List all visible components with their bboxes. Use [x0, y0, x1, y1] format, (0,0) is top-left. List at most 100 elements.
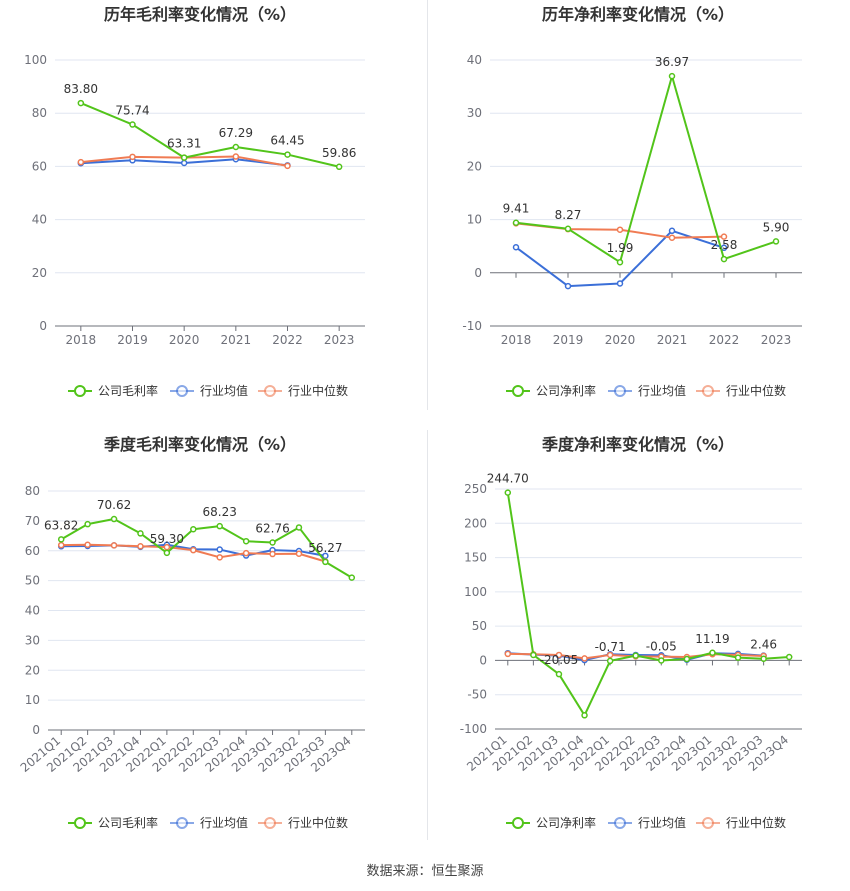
legend-item[interactable]: 行业均值: [608, 815, 686, 830]
legend-marker: [176, 817, 188, 829]
data-point: [190, 525, 197, 533]
series-line: [515, 229, 725, 288]
legend-label: 公司毛利率: [98, 383, 158, 398]
series-line: [60, 518, 353, 579]
x-tick-label: 2019: [117, 333, 148, 347]
data-label: 8.27: [555, 208, 582, 222]
legend-item[interactable]: 公司毛利率: [68, 383, 158, 398]
x-tick-label: 2023: [324, 333, 355, 347]
legend-label: 公司毛利率: [98, 815, 158, 830]
data-label: -0.05: [646, 639, 677, 653]
data-point: [720, 233, 728, 240]
data-point: [137, 543, 144, 550]
data-label: 83.80: [64, 82, 98, 96]
legend-item[interactable]: 公司净利率: [506, 383, 596, 398]
data-label: 68.23: [203, 505, 237, 519]
data-point: [57, 541, 65, 549]
legend-item[interactable]: 行业中位数: [258, 383, 348, 398]
y-tick-label: 40: [32, 213, 47, 227]
legend-label: 行业均值: [200, 815, 248, 830]
data-point: [110, 515, 118, 523]
data-point: [668, 234, 676, 241]
x-tick-label: 2019: [553, 333, 584, 347]
legend-label: 公司净利率: [536, 383, 596, 398]
data-point: [180, 159, 188, 167]
quarterly-net-margin-chart: 季度净利率变化情况（%）-100-500501001502002502021Q1…: [460, 435, 802, 830]
legend-label: 行业中位数: [288, 383, 348, 398]
y-tick-label: 100: [464, 585, 487, 599]
x-tick-label: 2020: [605, 333, 636, 347]
legend-item[interactable]: 行业中位数: [258, 815, 348, 830]
y-tick-label: 60: [25, 544, 40, 558]
y-tick-label: 30: [467, 106, 482, 120]
data-point: [606, 651, 614, 659]
legend-item[interactable]: 行业中位数: [696, 815, 786, 830]
legend-marker: [614, 817, 626, 829]
legend-item[interactable]: 行业均值: [608, 383, 686, 398]
data-point: [163, 549, 171, 557]
data-point: [581, 655, 588, 662]
legend-label: 行业均值: [638, 383, 686, 398]
chart-title: 历年毛利率变化情况（%）: [104, 5, 296, 24]
x-tick-label: 2021: [221, 333, 252, 347]
legend-item[interactable]: 公司毛利率: [68, 815, 158, 830]
data-point: [129, 153, 136, 161]
data-point: [658, 657, 665, 664]
legend-marker: [614, 385, 626, 397]
data-label: 62.76: [255, 522, 289, 536]
data-point: [348, 574, 356, 581]
data-point: [734, 654, 742, 661]
y-tick-label: 20: [467, 159, 482, 173]
data-point: [606, 657, 614, 665]
legend-label: 公司净利率: [536, 815, 596, 830]
legend-marker: [176, 385, 188, 397]
data-label: 2.46: [750, 638, 777, 652]
data-point: [295, 550, 303, 557]
y-tick-label: 100: [24, 53, 47, 67]
data-point: [668, 227, 676, 235]
legend-item[interactable]: 行业均值: [170, 383, 248, 398]
data-point: [295, 524, 303, 531]
data-point: [668, 72, 676, 80]
data-point: [616, 258, 624, 266]
data-point: [77, 158, 85, 166]
data-label: 59.86: [322, 146, 356, 160]
data-point: [564, 282, 572, 290]
y-tick-label: 200: [464, 516, 487, 530]
data-point: [84, 520, 91, 528]
data-label: 70.62: [97, 498, 131, 512]
data-point: [512, 219, 520, 226]
chart-title: 季度净利率变化情况（%）: [541, 435, 734, 454]
data-point: [322, 558, 329, 566]
data-point: [284, 162, 291, 170]
legend-label: 行业均值: [200, 383, 248, 398]
y-tick-label: 250: [464, 482, 487, 496]
quarterly-gross-margin-chart: 季度毛利率变化情况（%）010203040506070802021Q12021Q…: [18, 435, 365, 830]
data-point: [84, 541, 91, 549]
y-tick-label: 50: [472, 619, 487, 633]
data-label: 11.19: [695, 632, 729, 646]
data-point: [284, 151, 291, 158]
data-point: [504, 650, 512, 658]
legend-item[interactable]: 公司净利率: [506, 815, 596, 830]
data-point: [335, 163, 343, 171]
x-tick-label: 2021: [657, 333, 688, 347]
data-label: 1.99: [607, 241, 634, 255]
data-point: [709, 649, 716, 657]
y-tick-label: -100: [460, 722, 487, 736]
data-label: 9.41: [503, 202, 530, 216]
legend-item[interactable]: 行业中位数: [696, 383, 786, 398]
data-label: 67.29: [219, 126, 253, 140]
x-tick-label: 2023: [761, 333, 792, 347]
data-point: [269, 539, 276, 546]
data-point: [180, 154, 188, 161]
y-tick-label: 70: [25, 514, 40, 528]
y-tick-label: 80: [32, 106, 47, 120]
data-point: [190, 546, 197, 554]
data-point: [110, 542, 118, 549]
data-label: 36.97: [655, 55, 689, 69]
legend-marker: [512, 817, 524, 829]
data-label: 2.58: [711, 238, 738, 252]
legend-item[interactable]: 行业均值: [170, 815, 248, 830]
